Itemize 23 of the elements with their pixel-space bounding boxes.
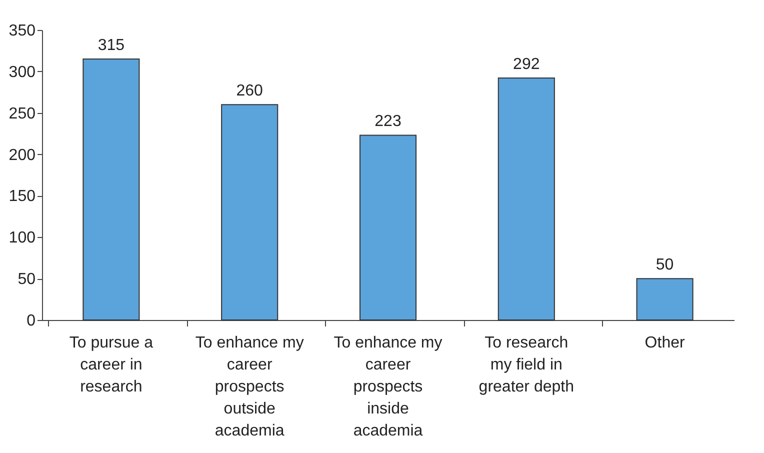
bar bbox=[221, 104, 278, 320]
data-label: 292 bbox=[513, 56, 540, 74]
x-tick-label: Other bbox=[644, 334, 686, 352]
data-label: 315 bbox=[98, 37, 125, 54]
bar bbox=[82, 58, 140, 320]
data-label: 223 bbox=[374, 113, 402, 130]
x-tick-label: To enhance my career prospects inside academia bbox=[334, 334, 442, 440]
y-tick-label: 200 bbox=[8, 146, 36, 164]
x-tick-label: To research my field in greater depth bbox=[478, 334, 574, 396]
data-label: 260 bbox=[236, 82, 264, 100]
y-tick-label: 300 bbox=[8, 64, 36, 81]
y-tick-label: 250 bbox=[8, 105, 36, 122]
bar bbox=[359, 134, 417, 320]
y-tick-label: 350 bbox=[8, 22, 36, 40]
x-tick-label: To enhance my career prospects outside academia bbox=[195, 334, 304, 440]
x-tick-label: To pursue a career in research bbox=[69, 334, 154, 396]
y-tick-label: 50 bbox=[18, 271, 36, 288]
data-label: 50 bbox=[656, 256, 674, 274]
y-tick-label: 0 bbox=[26, 312, 36, 330]
y-tick-label: 100 bbox=[8, 230, 36, 247]
y-tick-label: 150 bbox=[8, 188, 36, 206]
bar bbox=[636, 278, 694, 320]
bar bbox=[498, 78, 555, 320]
